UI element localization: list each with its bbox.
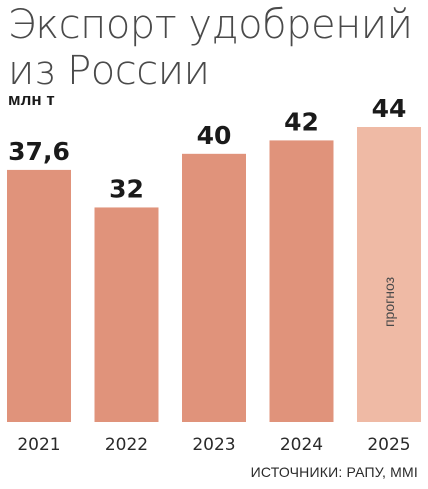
- bar-2024: [269, 140, 334, 422]
- source-note: ИСТОЧНИКИ: РАПУ, MMI: [250, 464, 418, 480]
- value-label-2021: 37,6: [8, 137, 70, 166]
- bar-2023: [182, 153, 246, 422]
- forecast-note: прогноз: [381, 277, 397, 327]
- bar-2025: [357, 127, 421, 422]
- x-tick-2022: 2022: [105, 435, 148, 455]
- value-label-2025: 44: [372, 94, 407, 123]
- x-tick-2024: 2024: [280, 435, 323, 455]
- x-tick-2021: 2021: [17, 435, 60, 455]
- value-label-2024: 42: [284, 107, 319, 136]
- unit-label: млн т: [8, 90, 55, 109]
- chart-title-line-2: из России: [8, 48, 210, 94]
- chart-title: Экспорт удобрений из России: [8, 2, 418, 94]
- value-label-2023: 40: [197, 121, 232, 150]
- value-label-2022: 32: [109, 174, 144, 203]
- x-tick-2023: 2023: [192, 435, 235, 455]
- bar-2022: [94, 207, 159, 422]
- chart-title-line-1: Экспорт удобрений: [8, 2, 413, 48]
- x-tick-2025: 2025: [367, 435, 410, 455]
- bar-2021: [7, 169, 71, 422]
